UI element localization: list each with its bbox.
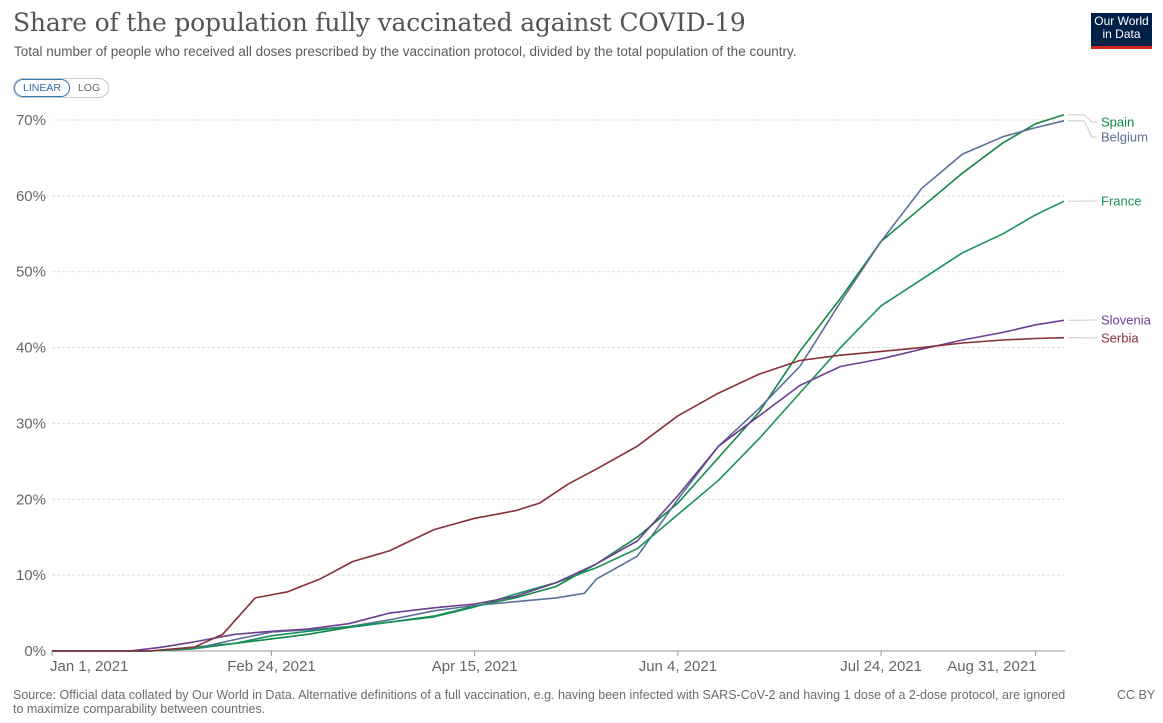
x-tick-label: Jan 1, 2021 <box>50 658 128 675</box>
x-tick-label: Feb 24, 2021 <box>227 658 315 675</box>
x-tick-label: Jul 24, 2021 <box>840 658 922 675</box>
scale-toggle: LINEAR LOG <box>13 78 110 98</box>
logo-line-1: Our World <box>1094 14 1149 28</box>
x-tick-label: Jun 4, 2021 <box>639 658 717 675</box>
axis-layer: 0% 10% 20% 30% 40% 50% 60% 70% Jan 1, 2021 Feb 24… <box>16 112 1065 675</box>
license-link[interactable]: CC BY <box>1117 688 1156 702</box>
series-line-serbia[interactable] <box>52 336 1065 652</box>
series-label-slovenia[interactable]: Slovenia <box>1101 313 1152 328</box>
x-tick-label: Aug 31, 2021 <box>947 658 1036 675</box>
label-connector <box>1068 114 1097 123</box>
series-line-belgium[interactable] <box>52 120 1065 652</box>
series-label-france[interactable]: France <box>1101 194 1141 209</box>
y-tick-label: 10% <box>16 567 46 584</box>
source-note: Source: Official data collated by Our Wo… <box>13 688 1066 716</box>
linear-scale-button[interactable]: LINEAR <box>14 79 70 97</box>
label-connector <box>1068 120 1097 138</box>
series-line-france[interactable] <box>52 200 1065 652</box>
grid-layer <box>52 119 1064 576</box>
line-chart: 0% 10% 20% 30% 40% 50% 60% 70% Jan 1, 2021 Feb 24… <box>16 112 1152 675</box>
y-tick-label: 30% <box>16 415 46 432</box>
series-label-spain[interactable]: Spain <box>1101 115 1134 130</box>
x-tick-label: Apr 15, 2021 <box>432 658 518 675</box>
series-line-spain[interactable] <box>52 113 1065 652</box>
chart-title: Share of the population fully vaccinated… <box>13 8 746 37</box>
chart-subtitle: Total number of people who received all … <box>14 44 797 59</box>
series-line-slovenia[interactable] <box>52 319 1065 652</box>
y-tick-label: 20% <box>16 491 46 508</box>
series-label-belgium[interactable]: Belgium <box>1101 130 1148 145</box>
y-tick-label: 70% <box>16 112 46 129</box>
log-scale-button[interactable]: LOG <box>77 82 101 94</box>
y-tick-label: 0% <box>24 643 46 660</box>
y-tick-label: 40% <box>16 340 46 357</box>
series-layer <box>52 113 1065 652</box>
y-tick-label: 50% <box>16 264 46 281</box>
series-label-serbia[interactable]: Serbia <box>1101 331 1139 346</box>
y-tick-label: 60% <box>16 188 46 205</box>
owid-logo[interactable]: Our World in Data <box>1091 13 1152 49</box>
logo-line-2: in Data <box>1102 27 1141 41</box>
